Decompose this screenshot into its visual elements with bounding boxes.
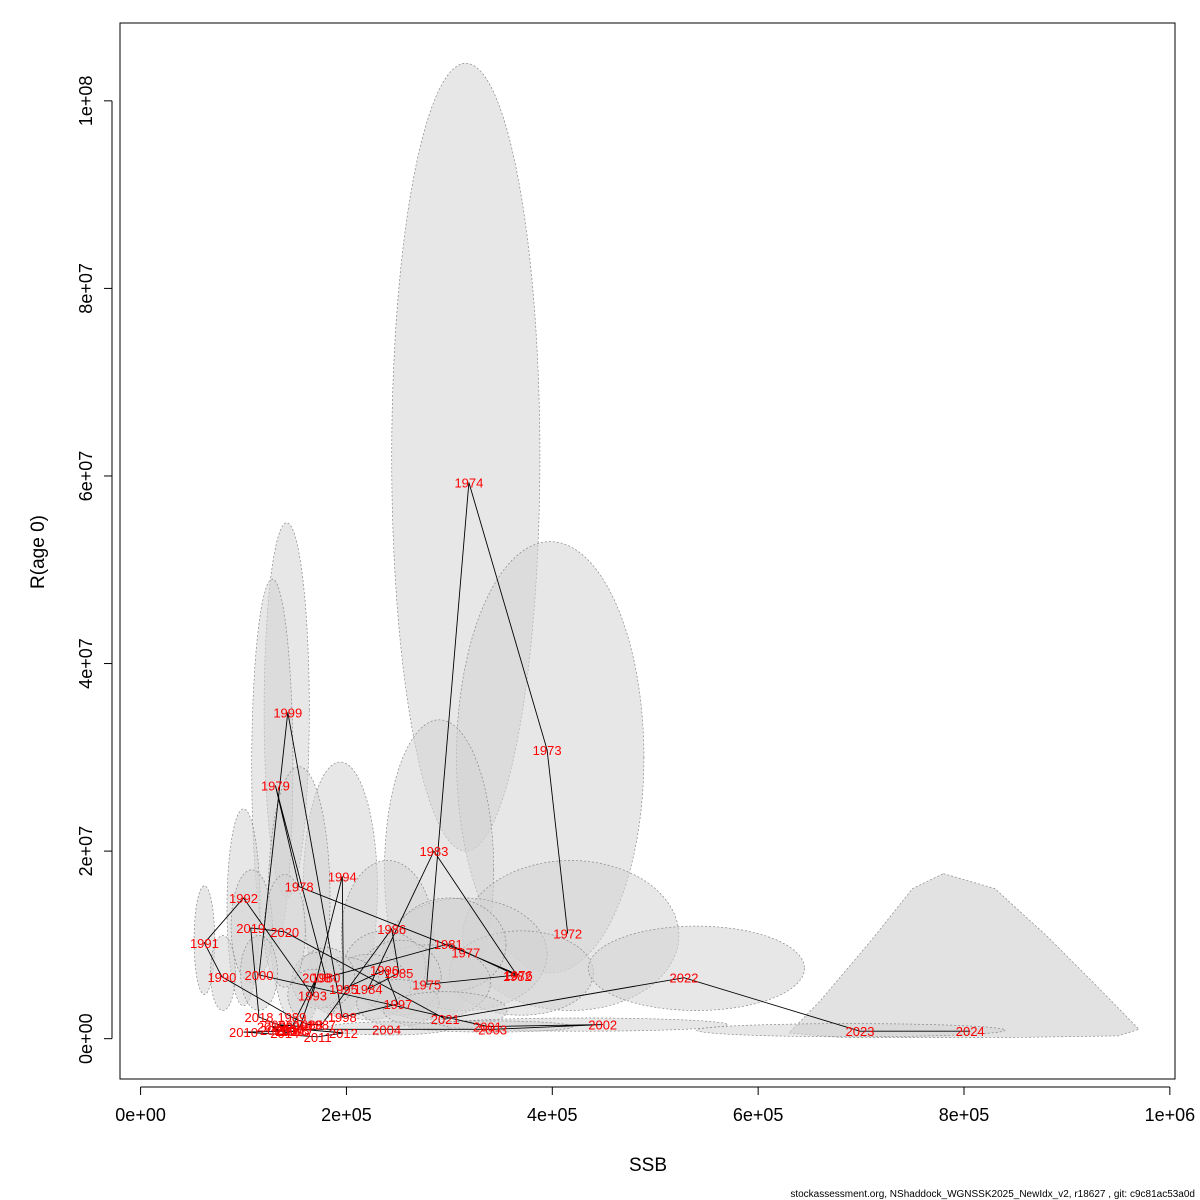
point-label-2008: 2008 (302, 971, 331, 986)
point-label-2006: 2006 (264, 1018, 293, 1033)
point-label-1973: 1973 (533, 743, 562, 758)
point-label-2010: 2010 (229, 1025, 258, 1040)
uncertainty-region-2021 (383, 991, 508, 1030)
y-tick-label-4: 8e+07 (76, 263, 96, 314)
point-label-1999: 1999 (273, 705, 302, 720)
point-label-1977: 1977 (451, 945, 480, 960)
point-label-2000: 2000 (245, 968, 274, 983)
uncertainty-regions (193, 62, 1140, 1039)
trajectory-line (203, 482, 971, 1038)
point-label-1995: 1995 (329, 982, 358, 997)
point-label-2019: 2019 (236, 921, 265, 936)
point-label-1976: 1976 (504, 968, 533, 983)
point-label-2021: 2021 (431, 1012, 460, 1027)
point-label-2007: 2007 (286, 1020, 315, 1035)
point-label-1978: 1978 (285, 880, 314, 895)
point-label-1991: 1991 (190, 936, 219, 951)
x-tick-label-5: 1e+06 (1145, 1105, 1196, 1125)
point-label-1998: 1998 (328, 1010, 357, 1025)
point-label-2002: 2002 (588, 1018, 617, 1033)
point-label-2015: 2015 (281, 1024, 310, 1039)
point-label-1979: 1979 (261, 779, 290, 794)
point-label-2012: 2012 (329, 1026, 358, 1041)
y-axis: 0e+00 2e+07 4e+07 6e+07 8e+07 1e+08 (76, 76, 113, 1064)
point-label-1994: 1994 (328, 869, 357, 884)
uncertainty-region-2004 (325, 1021, 450, 1036)
plot-frame (119, 22, 1176, 1080)
point-label-2023: 2023 (846, 1024, 875, 1039)
point-label-1997: 1997 (383, 997, 412, 1012)
point-label-2003: 2003 (478, 1022, 507, 1037)
y-tick-label-1: 2e+07 (76, 826, 96, 877)
stock-recruit-path (203, 482, 971, 1038)
point-label-2022: 2022 (670, 971, 699, 986)
point-label-1988: 1988 (294, 1018, 323, 1033)
x-axis: 0e+00 2e+05 4e+05 6e+05 8e+05 1e+06 (115, 1086, 1196, 1125)
point-label-2024: 2024 (956, 1024, 985, 1039)
point-label-1989: 1989 (277, 1010, 306, 1025)
uncertainty-region-2022 (587, 925, 805, 1011)
point-label-2018: 2018 (245, 1010, 274, 1025)
footer-text: stockassessment.org, NShaddock_WGNSSK202… (790, 1189, 1195, 1200)
point-label-2001: 2001 (473, 1020, 502, 1035)
x-tick-label-1: 2e+05 (321, 1105, 372, 1125)
point-label-1986: 1986 (377, 922, 406, 937)
point-label-1983: 1983 (419, 844, 448, 859)
uncertainty-region-2023 (696, 1023, 1006, 1038)
point-label-1972: 1972 (553, 927, 582, 942)
uncertainty-region-1991 (193, 885, 216, 995)
point-label-1996: 1996 (370, 963, 399, 978)
point-label-2004: 2004 (372, 1022, 401, 1037)
point-label-1984: 1984 (354, 982, 383, 997)
point-label-2014: 2014 (270, 1026, 299, 1041)
y-tick-label-3: 6e+07 (76, 451, 96, 502)
point-label-2011: 2011 (304, 1030, 332, 1045)
point-label-1992: 1992 (229, 891, 258, 906)
point-label-1975: 1975 (412, 977, 441, 992)
x-tick-label-3: 6e+05 (733, 1105, 784, 1125)
point-label-2016: 2016 (260, 1023, 289, 1038)
point-label-1981: 1981 (434, 937, 463, 952)
y-tick-label-5: 1e+08 (76, 76, 96, 127)
x-tick-label-2: 4e+05 (527, 1105, 578, 1125)
point-label-1980: 1980 (311, 971, 340, 986)
point-label-1987: 1987 (307, 1018, 336, 1033)
uncertainty-region-1990 (210, 935, 236, 1011)
y-axis-title: R(age 0) (28, 515, 49, 589)
point-label-2020: 2020 (270, 925, 299, 940)
x-tick-label-0: 0e+00 (115, 1105, 166, 1125)
year-labels: 1972 1973 1974 1975 1976 1977 1978 1979 1980 1981… (190, 476, 985, 1045)
point-label-2017: 2017 (275, 1022, 304, 1037)
x-axis-title: SSB (629, 1155, 667, 1176)
point-label-2005: 2005 (283, 1022, 312, 1037)
x-tick-label-4: 8e+05 (939, 1105, 990, 1125)
point-label-1982: 1982 (503, 969, 532, 984)
uncertainty-region-hull-2024 (788, 873, 1140, 1039)
y-tick-label-2: 4e+07 (76, 638, 96, 689)
point-label-2009: 2009 (275, 1024, 304, 1039)
point-label-1974: 1974 (454, 476, 483, 491)
y-tick-label-0: 0e+00 (76, 1013, 96, 1064)
point-label-2013: 2013 (257, 1020, 286, 1035)
point-label-1993: 1993 (298, 989, 327, 1004)
point-label-1985: 1985 (384, 966, 413, 981)
point-label-1990: 1990 (207, 970, 236, 985)
